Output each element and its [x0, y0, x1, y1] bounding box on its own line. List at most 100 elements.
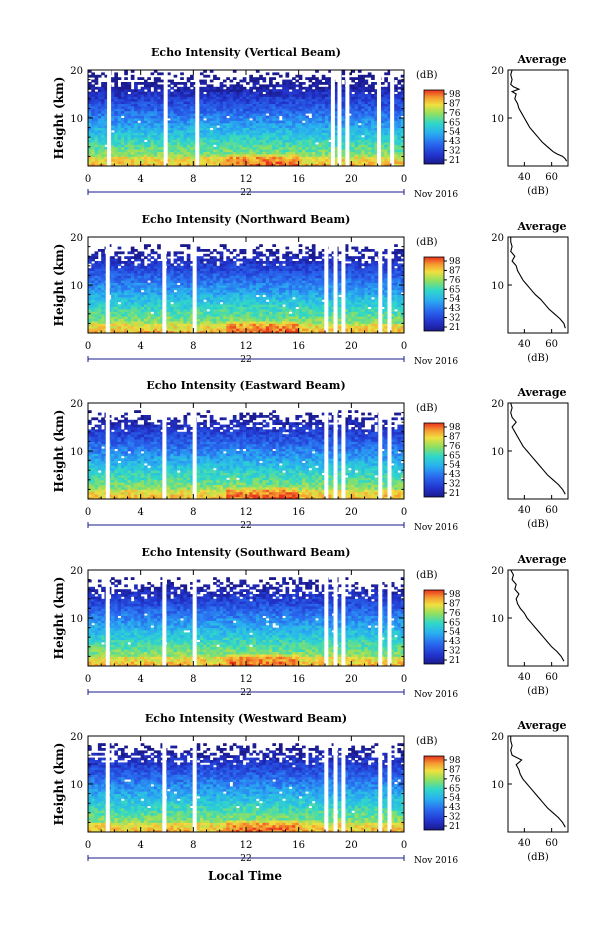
- heatmap-cell: [269, 321, 273, 324]
- heatmap-cell: [318, 130, 323, 133]
- heatmap-cell: [361, 294, 365, 298]
- heatmap-cell: [134, 142, 138, 145]
- heatmap-cell: [226, 154, 230, 157]
- heatmap-cell: [88, 70, 92, 73]
- heatmap-cell: [321, 309, 326, 312]
- heatmap-cell: [321, 144, 326, 148]
- heatmap-cell: [397, 96, 402, 100]
- heatmap-cell: [331, 321, 336, 324]
- heatmap-cell: [232, 86, 237, 90]
- heatmap-cell: [209, 91, 214, 95]
- heatmap-cell: [94, 122, 99, 126]
- heatmap-cell: [206, 294, 211, 298]
- heatmap-cell: [400, 86, 405, 90]
- heatmap-cell: [262, 101, 267, 104]
- heatmap-cell: [321, 86, 326, 90]
- heatmap-cell: [150, 161, 155, 164]
- heatmap-cell: [117, 158, 122, 162]
- heatmap-cell: [173, 294, 178, 298]
- heatmap-cell: [137, 82, 142, 85]
- heatmap-cell: [364, 323, 369, 327]
- heatmap-cell: [232, 313, 237, 317]
- heatmap-cell: [328, 101, 332, 104]
- heatmap-cell: [239, 144, 244, 148]
- heatmap-cell: [292, 94, 296, 97]
- heatmap-cell: [222, 79, 227, 83]
- heatmap-cell: [288, 94, 293, 97]
- heatmap-cell: [91, 106, 95, 109]
- heatmap-cell: [111, 330, 115, 334]
- heatmap-cell: [157, 301, 161, 305]
- heatmap-cell: [150, 156, 155, 160]
- heatmap-cell: [232, 89, 237, 92]
- heatmap-cell: [140, 134, 145, 138]
- heatmap-cell: [219, 132, 224, 136]
- heatmap-cell: [173, 151, 178, 155]
- heatmap-cell: [298, 115, 303, 119]
- heatmap-cell: [361, 122, 365, 126]
- heatmap-cell: [278, 122, 283, 126]
- heatmap-cell: [209, 94, 214, 97]
- heatmap-cell: [199, 122, 204, 126]
- heatmap-cell: [186, 94, 191, 97]
- heatmap-cell: [269, 163, 273, 167]
- heatmap-cell: [338, 323, 342, 327]
- heatmap-cell: [278, 321, 283, 324]
- heatmap-cell: [384, 108, 388, 112]
- heatmap-cell: [351, 299, 356, 303]
- heatmap-cell: [117, 299, 122, 303]
- heatmap-cell: [334, 106, 339, 109]
- heatmap-cell: [275, 309, 280, 312]
- heatmap-cell: [209, 299, 214, 303]
- heatmap-cell: [321, 304, 326, 307]
- heatmap-cell: [97, 154, 102, 157]
- heatmap-cell: [282, 306, 286, 310]
- heatmap-cell: [173, 323, 178, 327]
- heatmap-cell: [153, 132, 158, 136]
- heatmap-cell: [143, 149, 148, 152]
- heatmap-cell: [111, 313, 115, 317]
- heatmap-cell: [348, 94, 352, 97]
- heatmap-cell: [239, 132, 244, 136]
- heatmap-cell: [160, 84, 165, 88]
- heatmap-cell: [232, 127, 237, 131]
- heatmap-cell: [104, 154, 109, 157]
- heatmap-cell: [311, 142, 316, 145]
- heatmap-cell: [285, 86, 290, 90]
- heatmap-cell: [229, 120, 234, 124]
- heatmap-cell: [305, 318, 309, 322]
- heatmap-cell: [213, 132, 217, 136]
- heatmap-cell: [193, 151, 198, 155]
- heatmap-cell: [394, 144, 398, 148]
- heatmap-cell: [216, 306, 221, 310]
- heatmap-cell: [246, 82, 250, 85]
- heatmap-cell: [236, 113, 240, 116]
- heatmap-cell: [315, 84, 319, 88]
- heatmap-cell: [193, 106, 198, 109]
- heatmap-cell: [170, 113, 174, 116]
- heatmap-cell: [180, 110, 184, 114]
- heatmap-cell: [101, 98, 105, 102]
- heatmap-cell: [384, 137, 388, 140]
- heatmap-cell: [311, 137, 316, 140]
- heatmap-cell: [371, 137, 375, 140]
- heatmap-cell: [147, 134, 151, 138]
- heatmap-cell: [328, 294, 332, 298]
- heatmap-cell: [321, 154, 326, 157]
- heatmap-cell: [94, 139, 99, 143]
- heatmap-cell: [341, 146, 346, 150]
- heatmap-cell: [325, 139, 329, 143]
- heatmap-cell: [153, 154, 158, 157]
- heatmap-cell: [295, 325, 300, 329]
- heatmap-cell: [305, 130, 309, 133]
- heatmap-cell: [137, 142, 142, 145]
- heatmap-cell: [394, 89, 398, 92]
- heatmap-cell: [331, 318, 336, 322]
- heatmap-cell: [272, 297, 277, 300]
- heatmap-cell: [239, 309, 244, 312]
- heatmap-cell: [242, 125, 247, 128]
- heatmap-cell: [344, 325, 349, 329]
- heatmap-cell: [249, 101, 253, 104]
- heatmap-cell: [91, 325, 95, 329]
- heatmap-cell: [380, 134, 385, 138]
